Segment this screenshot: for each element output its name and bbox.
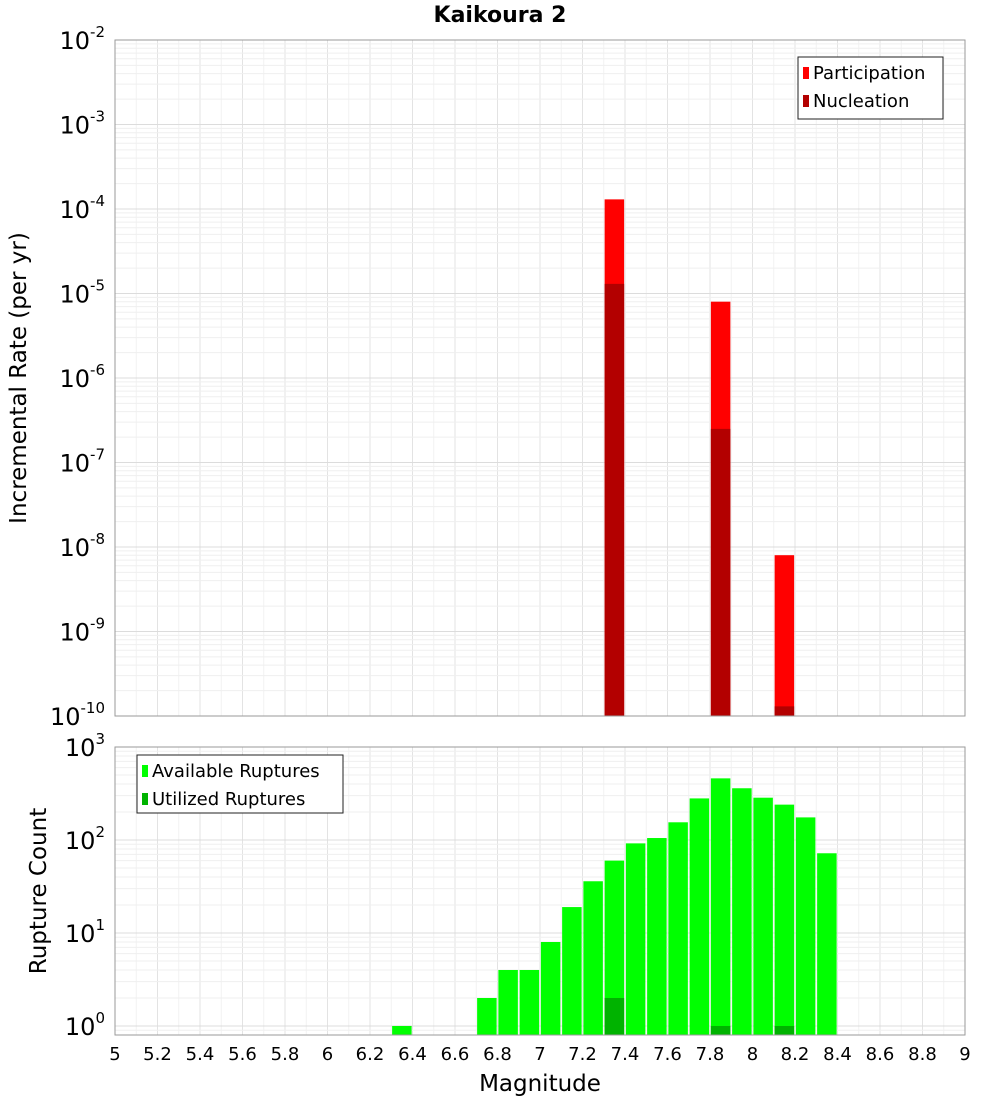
bottom-y-tick-label: 101 [65,916,105,948]
bottom-bar-available-ruptures [540,942,561,1035]
bottom-plot-border [114,746,966,1036]
bottom-legend-swatch [142,793,148,805]
x-axis-label: Magnitude [479,1071,601,1097]
bottom-bar-available-ruptures [647,838,667,1035]
x-tick-label: 9 [959,1044,970,1065]
top-legend-label: Nucleation [813,91,909,112]
x-tick-label: 7.6 [653,1044,682,1065]
bottom-bar-available-ruptures [668,822,688,1035]
x-tick-label: 6.4 [398,1044,427,1065]
x-tick-label: 6.6 [441,1044,470,1065]
x-tick-label: 6.8 [483,1044,512,1065]
bottom-bar-utilized-ruptures [774,1025,795,1035]
bottom-y-axis-label: Rupture Count [26,808,52,974]
bottom-bar-available-ruptures [562,907,582,1035]
top-y-tick-label: 10-9 [59,615,105,647]
x-tick-label: 7 [534,1044,545,1065]
bottom-bar-available-ruptures [732,788,752,1035]
top-bar-nucleation [774,706,795,716]
top-y-tick-label: 10-8 [59,530,105,562]
top-legend-swatch [803,95,809,107]
x-tick-label: 8.6 [866,1044,895,1065]
bottom-bar-available-ruptures [795,817,816,1035]
bottom-bar-available-ruptures [519,969,540,1035]
top-y-tick-label: 10-6 [59,361,105,393]
bottom-legend-label: Utilized Ruptures [152,789,305,810]
top-y-axis-label: Incremental Rate (per yr) [6,232,32,524]
bottom-bar-available-ruptures [583,881,603,1035]
bottom-y-tick-label: 100 [65,1009,105,1041]
bottom-bar-available-ruptures [689,798,710,1035]
x-tick-label: 5.8 [271,1044,300,1065]
top-bar-nucleation [604,283,625,716]
bottom-bar-available-ruptures [625,843,646,1035]
x-tick-label: 8.2 [781,1044,810,1065]
x-tick-label: 7.8 [696,1044,725,1065]
x-tick-label: 5 [109,1044,120,1065]
bottom-bar-available-ruptures [498,969,518,1035]
bottom-bar-utilized-ruptures [604,997,625,1035]
top-y-tick-label: 10-2 [59,23,105,55]
bottom-bar-available-ruptures [604,860,625,1035]
x-tick-label: 5.2 [143,1044,172,1065]
x-tick-label: 8 [747,1044,758,1065]
x-tick-label: 5.4 [186,1044,215,1065]
x-tick-label: 7.4 [611,1044,640,1065]
bottom-bar-available-ruptures [477,997,497,1035]
bottom-legend-label: Available Ruptures [152,761,320,782]
x-tick-label: 6.2 [356,1044,385,1065]
top-y-tick-label: 10-7 [59,446,105,478]
x-tick-label: 8.4 [823,1044,852,1065]
x-tick-label: 5.6 [228,1044,257,1065]
top-legend-label: Participation [813,63,925,84]
bottom-bar-available-ruptures [774,804,795,1035]
top-legend-swatch [803,67,809,79]
top-plot: 10-10 10-9 10-8 10-7 10-6 10-5 10-4 10-3 10-2 Par… [50,23,966,731]
bottom-bar-available-ruptures [817,853,837,1035]
top-y-tick-label: 10-5 [59,277,105,309]
bottom-bar-utilized-ruptures [710,1025,731,1035]
bottom-y-tick-label: 103 [65,730,105,762]
top-bar-participation [774,555,795,716]
bottom-plot: 100 101 102 103 5 5.2 5.4 5.6 5.8 6 6.2 6.4 6.6 6.8 7 7… [65,730,971,1065]
x-tick-label: 7.2 [568,1044,597,1065]
chart-title: Kaikoura 2 [434,3,567,28]
bottom-y-tick-label: 102 [65,823,105,855]
top-plot-border [114,39,966,717]
bottom-bar-available-ruptures [710,778,731,1035]
bottom-legend-swatch [142,765,148,777]
top-bar-nucleation [710,428,731,716]
x-tick-label: 6 [322,1044,333,1065]
bottom-legend-box [136,754,344,814]
top-legend-box [797,56,944,120]
top-y-tick-label: 10-3 [59,108,105,140]
x-tick-label: 8.8 [908,1044,937,1065]
top-y-tick-label: 10-4 [59,192,105,224]
bottom-bar-available-ruptures [392,1025,412,1035]
bottom-bar-available-ruptures [753,797,773,1035]
top-y-tick-label: 10-10 [50,699,105,731]
